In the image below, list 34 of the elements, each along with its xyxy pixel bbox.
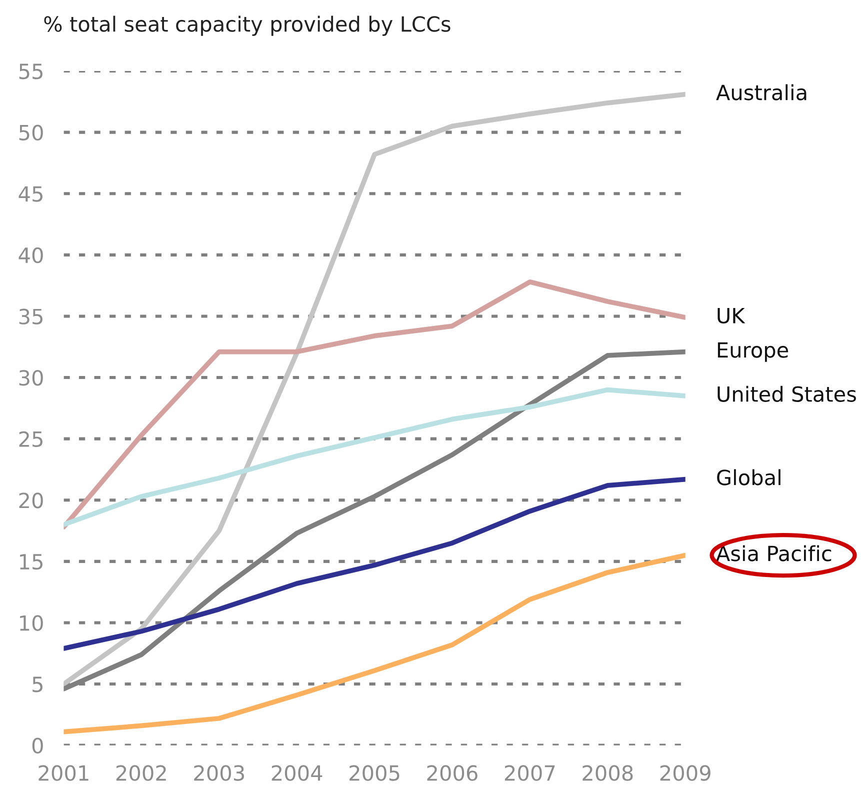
- line-series: [64, 552, 686, 734]
- series-label: United States: [718, 386, 856, 402]
- series-label: Europe: [718, 342, 788, 362]
- x-tick-label: 2007: [504, 765, 555, 781]
- line-series: [64, 387, 686, 528]
- y-tick-label: 30: [19, 370, 43, 386]
- y-tick-label: 55: [19, 64, 42, 80]
- y-tick-label: 50: [19, 124, 43, 141]
- y-tick-label: 45: [18, 186, 42, 202]
- x-tick-label: 2002: [116, 765, 166, 781]
- line-series: [64, 476, 686, 651]
- y-tick-label: 40: [18, 247, 43, 264]
- chart-title: % total seat capacity provided by LCCs: [44, 16, 450, 36]
- y-tick-label: 10: [20, 615, 43, 631]
- x-tick-label: 2008: [582, 765, 633, 781]
- series-label: Asia Pacific: [716, 545, 832, 562]
- x-tick-label: 2001: [38, 765, 88, 781]
- x-tick-label: 2003: [194, 765, 244, 781]
- y-tick-label: 20: [19, 492, 43, 508]
- x-tick-label: 2005: [350, 765, 400, 781]
- series-label: Australia: [716, 84, 806, 100]
- y-tick-label: 25: [19, 431, 42, 448]
- line-series: [64, 92, 686, 686]
- x-tick-label: 2004: [272, 765, 322, 781]
- line-series: [64, 349, 686, 692]
- y-tick-label: 0: [32, 738, 43, 754]
- line-series: [64, 279, 686, 530]
- y-tick-label: 35: [19, 308, 42, 324]
- x-tick-label: 2009: [660, 765, 710, 781]
- x-tick-label: 2006: [427, 765, 478, 781]
- y-tick-label: 15: [20, 554, 42, 570]
- y-tick-label: 5: [32, 676, 42, 692]
- series-label: Global: [717, 469, 780, 486]
- series-label: UK: [718, 308, 746, 324]
